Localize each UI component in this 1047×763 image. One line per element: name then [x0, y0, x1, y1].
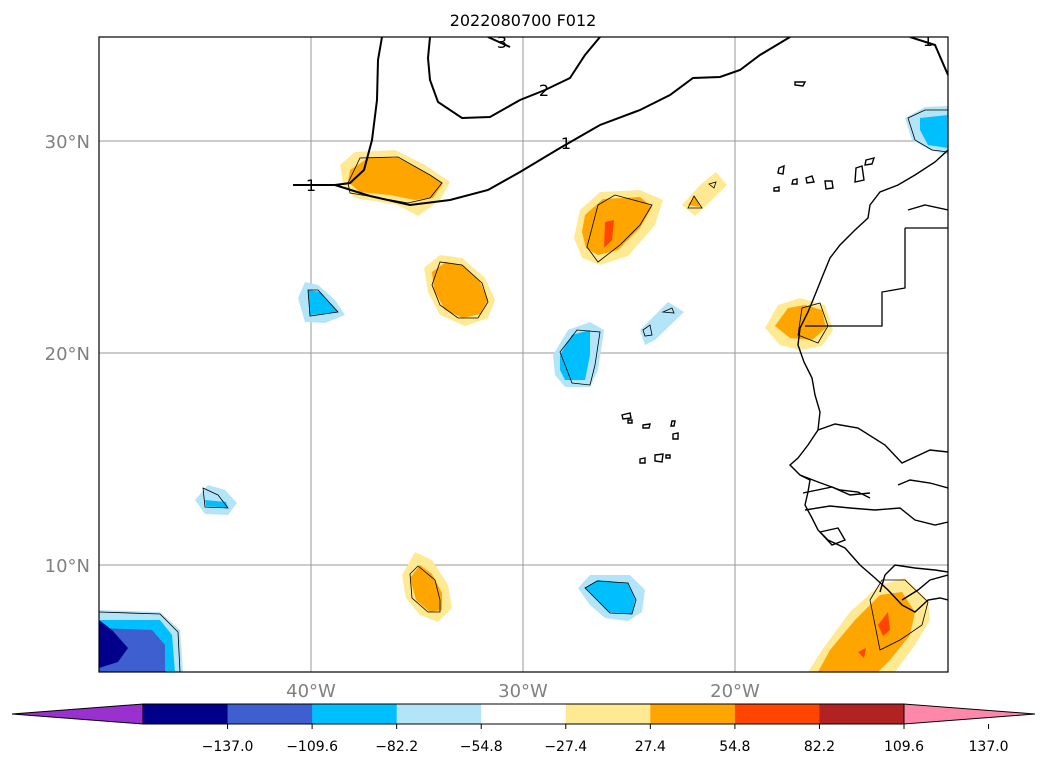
colorbar-segment [143, 704, 229, 724]
gridlines [99, 37, 948, 672]
colorbar-ticks: −137.0 −109.6 −82.2 −54.8 −27.4 27.4 54.8 82.2 1… [202, 724, 1009, 755]
colorbar-tick-label: 27.4 [635, 739, 666, 755]
colorbar-tick-label: 137.0 [969, 739, 1009, 755]
colorbar-tick-label: 54.8 [719, 739, 750, 755]
colorbar-segment [312, 704, 398, 724]
coastlines [621, 81, 948, 613]
colorbar-over-extension [903, 703, 1036, 725]
map-plot-area: 3 2 1 1 1 [99, 31, 948, 672]
colorbar-border [142, 703, 905, 725]
isoline-label: 3 [497, 33, 507, 52]
isolines [293, 37, 948, 207]
lon-label: 40°W [286, 681, 336, 702]
isoline-label: 2 [539, 81, 549, 100]
colorbar-segments [143, 704, 905, 724]
lon-label: 30°W [498, 681, 548, 702]
colorbar-tick-label: −82.2 [375, 739, 418, 755]
isoline-label: 1 [306, 176, 316, 195]
isoline-label: 1 [561, 134, 571, 153]
longitude-labels: 40°W 30°W 20°W [286, 681, 760, 702]
colorbar-tick-label: −27.4 [544, 739, 587, 755]
lon-label: 20°W [710, 681, 760, 702]
latitude-labels: 30°N 20°N 10°N [45, 132, 90, 577]
colorbar-tick-label: −109.6 [286, 739, 338, 755]
plot-border [98, 36, 949, 673]
colorbar-segment [650, 704, 736, 724]
colorbar: −137.0 −109.6 −82.2 −54.8 −27.4 27.4 54.8 82.2 1… [11, 703, 1036, 755]
isoline-labels: 3 2 1 1 1 [306, 31, 933, 195]
colorbar-tick-label: 109.6 [884, 739, 924, 755]
lat-label: 30°N [45, 132, 90, 153]
lat-label: 10°N [45, 556, 90, 577]
positive-anomaly-blobs [340, 150, 930, 672]
colorbar-segment [396, 704, 482, 724]
colorbar-tick-label: 82.2 [804, 739, 835, 755]
colorbar-segment [227, 704, 313, 724]
colorbar-tick-label: −137.0 [202, 739, 254, 755]
isoline-label: 1 [923, 31, 933, 50]
colorbar-under-extension [11, 703, 144, 725]
lat-label: 20°N [45, 344, 90, 365]
colorbar-segment [734, 704, 820, 724]
colorbar-segment [819, 704, 905, 724]
colorbar-tick-label: −54.8 [460, 739, 503, 755]
map-title: 2022080700 F012 [450, 11, 597, 30]
colorbar-segment [481, 704, 567, 724]
thin-contours [99, 109, 948, 672]
colorbar-segment [565, 704, 651, 724]
